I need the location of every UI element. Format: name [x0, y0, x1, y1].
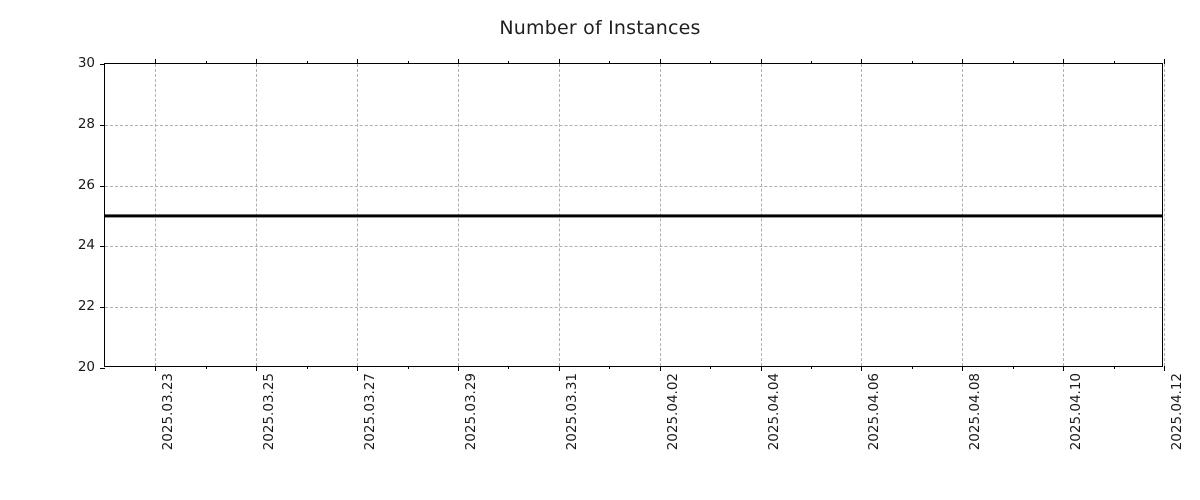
horizontal-gridline	[105, 185, 1162, 187]
y-axis-tick-mark	[100, 124, 105, 126]
vertical-gridline	[357, 64, 359, 366]
x-axis-minor-tick-mark	[205, 61, 207, 64]
x-axis-major-tick-mark	[1164, 59, 1165, 64]
axis-tick-marks	[100, 59, 1165, 371]
y-axis-tick-label: 26	[77, 176, 95, 193]
x-axis-minor-tick-mark	[1012, 61, 1014, 64]
plot-area	[100, 59, 1165, 371]
x-axis-minor-tick-mark	[407, 61, 409, 64]
vertical-gridline	[1164, 64, 1165, 366]
vertical-gridline	[256, 64, 258, 366]
y-axis-tick-label: 22	[77, 298, 95, 315]
x-axis-minor-tick-mark	[911, 61, 913, 64]
x-axis-minor-tick-mark	[811, 61, 812, 64]
x-axis-major-tick-mark	[155, 59, 157, 64]
y-axis-tick-label: 20	[77, 359, 95, 375]
vertical-gridline	[155, 64, 157, 366]
x-axis-tick-label: 2025.03.27	[362, 373, 379, 451]
x-axis-major-tick-mark	[659, 59, 661, 64]
y-axis-tick-mark	[100, 246, 105, 248]
x-axis-major-tick-mark	[558, 59, 560, 64]
vertical-gridline	[659, 64, 661, 366]
x-axis-tick-label: 2025.04.08	[967, 373, 984, 451]
x-axis-tick-label: 2025.04.10	[1068, 373, 1085, 451]
x-axis-major-tick-mark	[861, 59, 863, 64]
x-axis-major-tick-mark	[1164, 366, 1165, 371]
y-axis-tick-mark	[100, 185, 105, 187]
x-axis-major-tick-mark	[458, 59, 459, 64]
x-axis-minor-tick-mark	[306, 61, 308, 64]
x-axis-minor-tick-mark	[710, 61, 712, 64]
x-axis-tick-labels: 2025.03.23 2025.03.25 2025.03.27 2025.03.29…	[104, 367, 1185, 497]
x-axis-tick-label: 2025.04.04	[765, 373, 782, 451]
x-axis-minor-tick-mark	[508, 61, 510, 64]
horizontal-gridline	[105, 246, 1162, 248]
vertical-gridline	[1063, 64, 1065, 366]
chart-title: Number of Instances	[499, 17, 701, 39]
x-axis-tick-label: 2025.03.31	[563, 373, 580, 451]
x-axis-tick-label: 2025.04.12	[1169, 373, 1185, 451]
y-axis-tick-label: 30	[77, 55, 95, 71]
x-axis-tick-label: 2025.03.23	[160, 373, 177, 451]
x-axis-major-tick-mark	[357, 59, 359, 64]
x-axis-tick-label: 2025.03.25	[261, 373, 278, 451]
horizontal-gridline	[105, 307, 1162, 309]
vertical-gridline	[962, 64, 964, 366]
x-axis-tick-label: 2025.04.02	[664, 373, 681, 451]
x-axis-major-tick-mark	[760, 59, 762, 64]
y-axis-tick-label: 28	[77, 115, 95, 132]
series-line	[105, 214, 1162, 218]
y-axis-tick-label: 24	[77, 237, 95, 254]
vertical-gridline	[760, 64, 762, 366]
x-axis-major-tick-mark	[256, 59, 258, 64]
horizontal-gridline	[105, 124, 1162, 126]
vertical-gridline	[458, 64, 459, 366]
data-series-layer	[105, 64, 1162, 366]
y-axis-tick-mark	[100, 64, 105, 65]
x-axis-minor-tick-mark	[1113, 61, 1115, 64]
x-axis-minor-tick-mark	[609, 61, 611, 64]
vertical-gridline	[861, 64, 863, 366]
x-axis-major-tick-mark	[962, 59, 964, 64]
x-axis-tick-label: 2025.04.06	[866, 373, 883, 451]
gridlines	[105, 64, 1165, 366]
x-axis-major-tick-mark	[1063, 59, 1065, 64]
y-axis-tick-labels: 20 22 24 26 28 30	[0, 55, 95, 375]
y-axis-tick-mark	[100, 307, 105, 309]
vertical-gridline	[558, 64, 560, 366]
x-axis-tick-label: 2025.03.29	[463, 373, 479, 451]
